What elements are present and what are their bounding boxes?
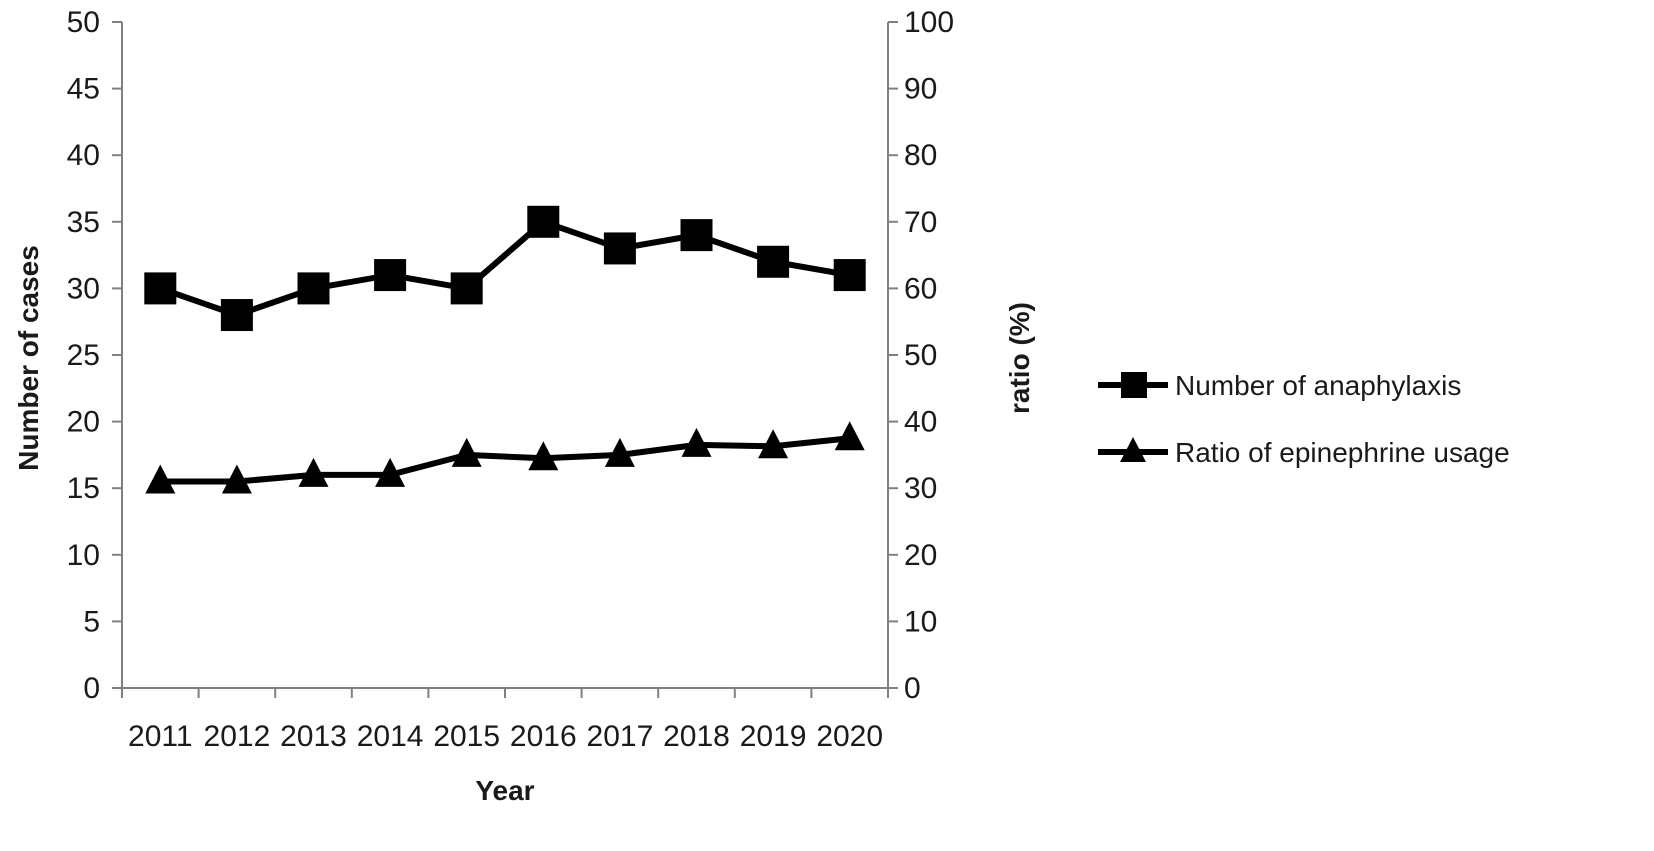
data-point-triangle <box>528 441 559 471</box>
x-tick-label: 2014 <box>357 720 424 753</box>
data-point-triangle <box>221 464 252 494</box>
x-tick-label: 2015 <box>433 720 500 753</box>
data-point-square <box>144 272 177 305</box>
data-point-square <box>833 259 866 292</box>
x-tick-label: 2013 <box>280 720 347 753</box>
data-point-triangle <box>375 457 406 487</box>
legend-square-marker <box>1121 372 1147 398</box>
x-axis-title: Year <box>475 775 534 806</box>
data-point-triangle <box>145 464 176 494</box>
data-point-triangle <box>758 429 789 459</box>
y-tick-label: 20 <box>67 406 100 439</box>
data-point-square <box>374 259 407 292</box>
data-point-triangle <box>834 421 865 451</box>
series <box>144 205 866 494</box>
y2-tick-label: 10 <box>904 605 937 638</box>
y2-tick-label: 60 <box>904 272 937 305</box>
y-axis-title: Number of cases <box>13 245 44 471</box>
y-tick-label: 50 <box>67 6 100 39</box>
y2-tick-label: 70 <box>904 206 937 239</box>
data-point-triangle <box>298 457 329 487</box>
series-line-1 <box>159 218 851 319</box>
y-tick-label: 10 <box>67 539 100 572</box>
legend-label-2: Ratio of epinephrine usage <box>1175 437 1510 468</box>
x-tick-label: 2017 <box>587 720 654 753</box>
x-tick-label: 2011 <box>128 720 193 753</box>
y-tick-label: 30 <box>67 272 100 305</box>
data-point-square <box>220 299 253 332</box>
y-tick-label: 0 <box>83 672 100 705</box>
y2-tick-label: 0 <box>904 672 921 705</box>
data-point-triangle <box>604 437 635 467</box>
data-point-square <box>757 245 790 278</box>
y2-tick-label: 40 <box>904 406 937 439</box>
y-tick-label: 35 <box>67 206 100 239</box>
legend: Number of anaphylaxis Ratio of epinephrin… <box>1098 370 1510 468</box>
series-line-2 <box>160 435 851 485</box>
legend-label-1: Number of anaphylaxis <box>1175 370 1461 401</box>
y2-tick-label: 20 <box>904 539 937 572</box>
x-tick-label: 2020 <box>816 720 883 753</box>
y-tick-label: 40 <box>67 139 100 172</box>
y2-tick-label: 80 <box>904 139 937 172</box>
data-point-triangle <box>451 437 482 467</box>
data-point-square <box>680 219 713 252</box>
x-tick-label: 2019 <box>740 720 807 753</box>
y2-tick-label: 100 <box>904 6 954 39</box>
y2-tick-label: 30 <box>904 472 937 505</box>
x-tick-label: 2016 <box>510 720 577 753</box>
data-point-square <box>603 232 636 265</box>
x-tick-label: 2018 <box>663 720 730 753</box>
y-tick-label: 45 <box>67 73 100 106</box>
y2-tick-label: 50 <box>904 339 937 372</box>
y-tick-label: 25 <box>67 339 100 372</box>
y-tick-label: 5 <box>83 605 100 638</box>
x-tick-label: 2012 <box>204 720 271 753</box>
y2-tick-label: 90 <box>904 73 937 106</box>
y2-axis-title: ratio (%) <box>1004 302 1035 414</box>
y-tick-label: 15 <box>67 472 100 505</box>
data-point-square <box>527 205 560 238</box>
axes: 0 5 10 15 20 25 30 35 40 45 50 0 10 20 30 40 50 60 70 80 90 1… <box>67 6 954 753</box>
data-point-square <box>450 272 483 305</box>
legend-triangle-marker <box>1120 437 1146 462</box>
data-point-triangle <box>681 427 712 457</box>
data-point-square <box>297 272 330 305</box>
